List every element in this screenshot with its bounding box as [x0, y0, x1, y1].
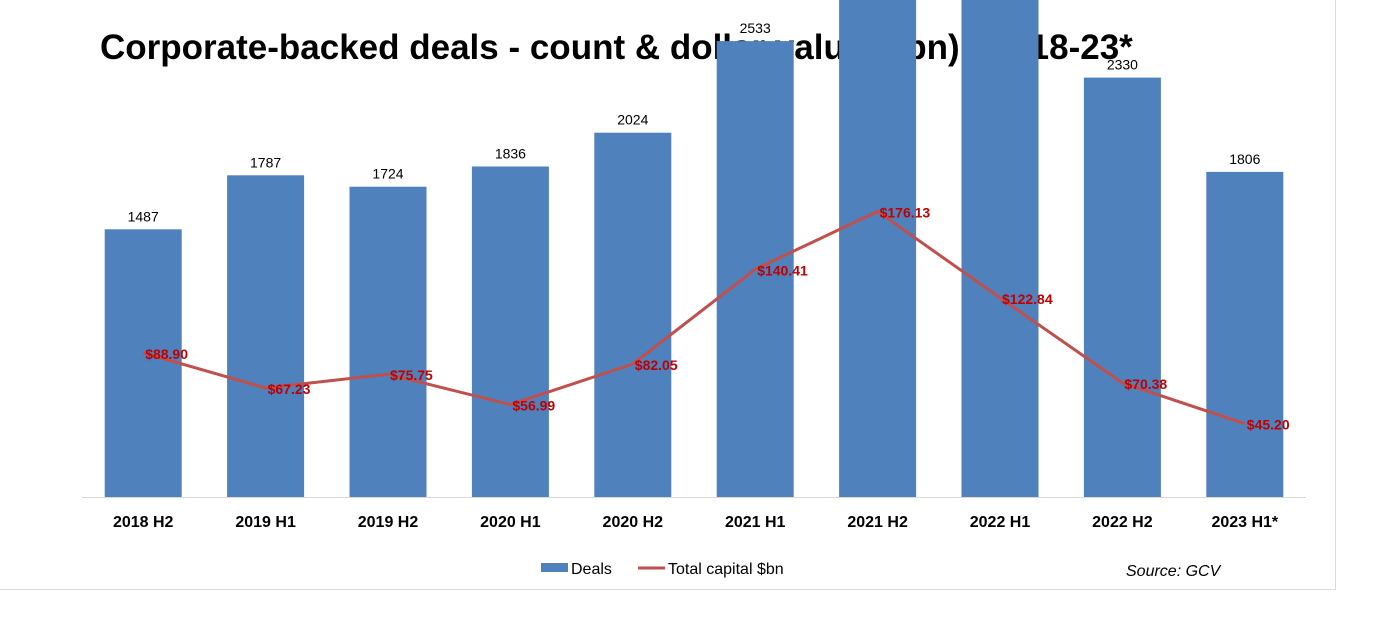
bar-deals-3: [471, 166, 549, 497]
bar-deals-8: [1083, 77, 1161, 497]
line-data-label-6: $176.13: [880, 204, 931, 220]
bar-deals-9: [1206, 171, 1284, 497]
legend-capital-label: Total capital $bn: [668, 561, 784, 578]
x-tick-label-7: 2022 H1: [970, 514, 1031, 531]
line-data-label-7: $122.84: [1002, 291, 1053, 307]
bar-data-label-1: 1787: [250, 154, 281, 170]
line-data-label-0: $88.90: [145, 346, 188, 362]
chart-title: Corporate-backed deals - count & dollar …: [100, 28, 1133, 67]
x-tick-label-0: 2018 H2: [113, 514, 174, 531]
x-tick-label-5: 2021 H1: [725, 514, 786, 531]
line-data-label-5: $140.41: [757, 262, 808, 278]
bar-data-label-3: 1836: [495, 146, 526, 162]
line-total-capital: [142, 209, 1246, 426]
bar-deals-7: [961, 0, 1039, 498]
x-tick-label-4: 2020 H2: [603, 514, 664, 531]
bar-data-label-4: 2024: [617, 112, 648, 128]
source-note: Source: GCV: [1126, 563, 1221, 580]
bar-data-label-2: 1724: [372, 166, 403, 182]
bar-deals-1: [227, 175, 305, 498]
line-data-label-1: $67.23: [268, 381, 311, 397]
legend-deals-swatch: [541, 563, 568, 572]
x-tick-label-6: 2021 H2: [847, 514, 908, 531]
x-tick-label-2: 2019 H2: [358, 514, 419, 531]
bar-deals-6: [839, 0, 917, 497]
x-tick-label-8: 2022 H2: [1092, 514, 1153, 531]
x-tick-label-1: 2019 H1: [235, 514, 296, 531]
bar-data-label-0: 1487: [128, 208, 159, 224]
bar-data-label-5: 2533: [740, 20, 771, 36]
x-tick-label-3: 2020 H1: [480, 514, 541, 531]
line-data-label-2: $75.75: [390, 367, 433, 383]
line-data-label-8: $70.38: [1124, 376, 1167, 392]
bar-deals-0: [104, 229, 182, 498]
line-data-label-4: $82.05: [635, 357, 678, 373]
bar-deals-4: [594, 132, 672, 497]
bar-data-label-9: 1806: [1229, 151, 1260, 167]
line-data-label-9: $45.20: [1247, 417, 1290, 433]
line-data-label-3: $56.99: [512, 398, 555, 414]
bar-data-label-8: 2330: [1107, 57, 1138, 73]
legend-deals-label: Deals: [571, 561, 612, 578]
bar-deals-2: [349, 186, 427, 497]
x-tick-label-9: 2023 H1*: [1211, 514, 1278, 531]
